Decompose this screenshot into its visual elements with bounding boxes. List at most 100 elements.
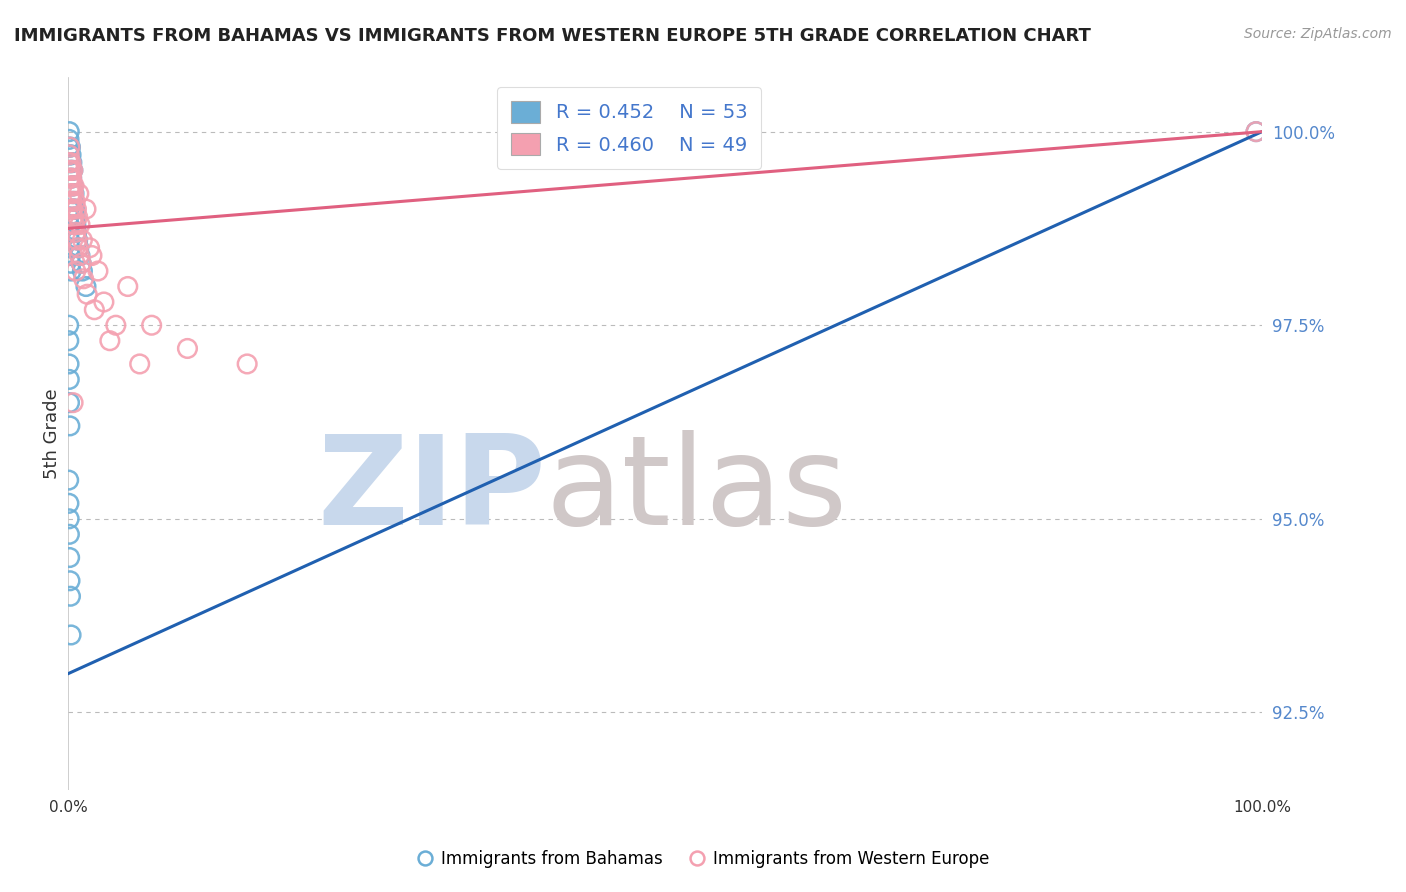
Point (59, 248, 82, 262)
Point (65, 202, 87, 216)
Point (59, 178, 82, 193)
Point (66, 233, 89, 247)
Point (59, 574, 82, 588)
Point (58, 512, 80, 526)
Point (60, 178, 83, 193)
Point (65, 218, 87, 232)
Point (60, 171, 83, 186)
Point (60, 194, 83, 209)
Point (1244, 125, 1267, 139)
Text: Source: ZipAtlas.com: Source: ZipAtlas.com (1244, 27, 1392, 41)
Point (59, 418, 82, 433)
Point (58, 527, 80, 541)
Point (98, 334, 121, 348)
Point (63, 178, 86, 193)
Point (58, 218, 80, 232)
Point (58, 357, 80, 371)
Point (60, 264, 83, 278)
Point (58, 155, 80, 169)
Point (58, 334, 80, 348)
Point (62, 163, 84, 178)
Point (60, 628, 83, 642)
Point (69, 248, 91, 262)
Point (65, 225, 87, 239)
Point (59, 163, 82, 178)
Point (58, 148, 80, 162)
Point (60, 163, 83, 178)
Point (70, 256, 93, 270)
Point (59, 233, 82, 247)
Point (60, 171, 83, 186)
Point (70, 256, 93, 270)
Point (58, 202, 80, 216)
Point (62, 202, 84, 216)
Point (62, 186, 84, 201)
Point (60, 202, 83, 216)
Point (66, 233, 89, 247)
Text: IMMIGRANTS FROM BAHAMAS VS IMMIGRANTS FROM WESTERN EUROPE 5TH GRADE CORRELATION : IMMIGRANTS FROM BAHAMAS VS IMMIGRANTS FR… (14, 27, 1091, 45)
Point (58, 140, 80, 154)
Point (72, 272, 94, 286)
Point (93, 295, 115, 310)
Point (62, 194, 84, 209)
Point (58, 163, 80, 178)
Point (60, 155, 83, 169)
Point (59, 256, 82, 270)
Point (62, 210, 84, 224)
Point (59, 241, 82, 255)
Point (1244, 125, 1267, 139)
Point (58, 210, 80, 224)
Point (62, 178, 84, 193)
Point (83, 302, 105, 317)
Point (65, 194, 87, 209)
Point (236, 357, 259, 371)
Point (59, 155, 82, 169)
Point (58, 132, 80, 146)
Point (58, 318, 80, 333)
Point (60, 148, 83, 162)
Point (66, 210, 89, 224)
Point (117, 279, 139, 293)
Point (65, 210, 87, 224)
Legend: Immigrants from Bahamas, Immigrants from Western Europe: Immigrants from Bahamas, Immigrants from… (409, 844, 997, 875)
Point (72, 264, 94, 278)
Point (72, 233, 94, 247)
Point (65, 264, 87, 278)
Point (60, 155, 83, 169)
Point (67, 241, 90, 255)
Point (67, 248, 90, 262)
Point (58, 395, 80, 409)
Point (79, 241, 101, 255)
Point (58, 171, 80, 186)
Point (76, 287, 98, 301)
Point (58, 148, 80, 162)
Point (58, 125, 80, 139)
Point (62, 202, 84, 216)
Point (59, 550, 82, 565)
Point (75, 202, 97, 216)
Y-axis label: 5th Grade: 5th Grade (44, 388, 60, 479)
Point (59, 589, 82, 603)
Text: ZIP: ZIP (316, 430, 546, 551)
Point (62, 218, 84, 232)
Point (58, 473, 80, 487)
Point (59, 140, 82, 154)
Point (67, 186, 90, 201)
Point (75, 279, 97, 293)
Point (59, 163, 82, 178)
Point (58, 372, 80, 386)
Point (58, 225, 80, 239)
Point (67, 241, 90, 255)
Point (62, 395, 84, 409)
Point (59, 140, 82, 154)
Point (59, 155, 82, 169)
Point (176, 342, 198, 356)
Text: atlas: atlas (546, 430, 848, 551)
Point (62, 186, 84, 201)
Point (104, 318, 127, 333)
Point (63, 186, 86, 201)
Point (69, 218, 91, 232)
Point (59, 186, 82, 201)
Point (87, 264, 110, 278)
Point (62, 163, 84, 178)
